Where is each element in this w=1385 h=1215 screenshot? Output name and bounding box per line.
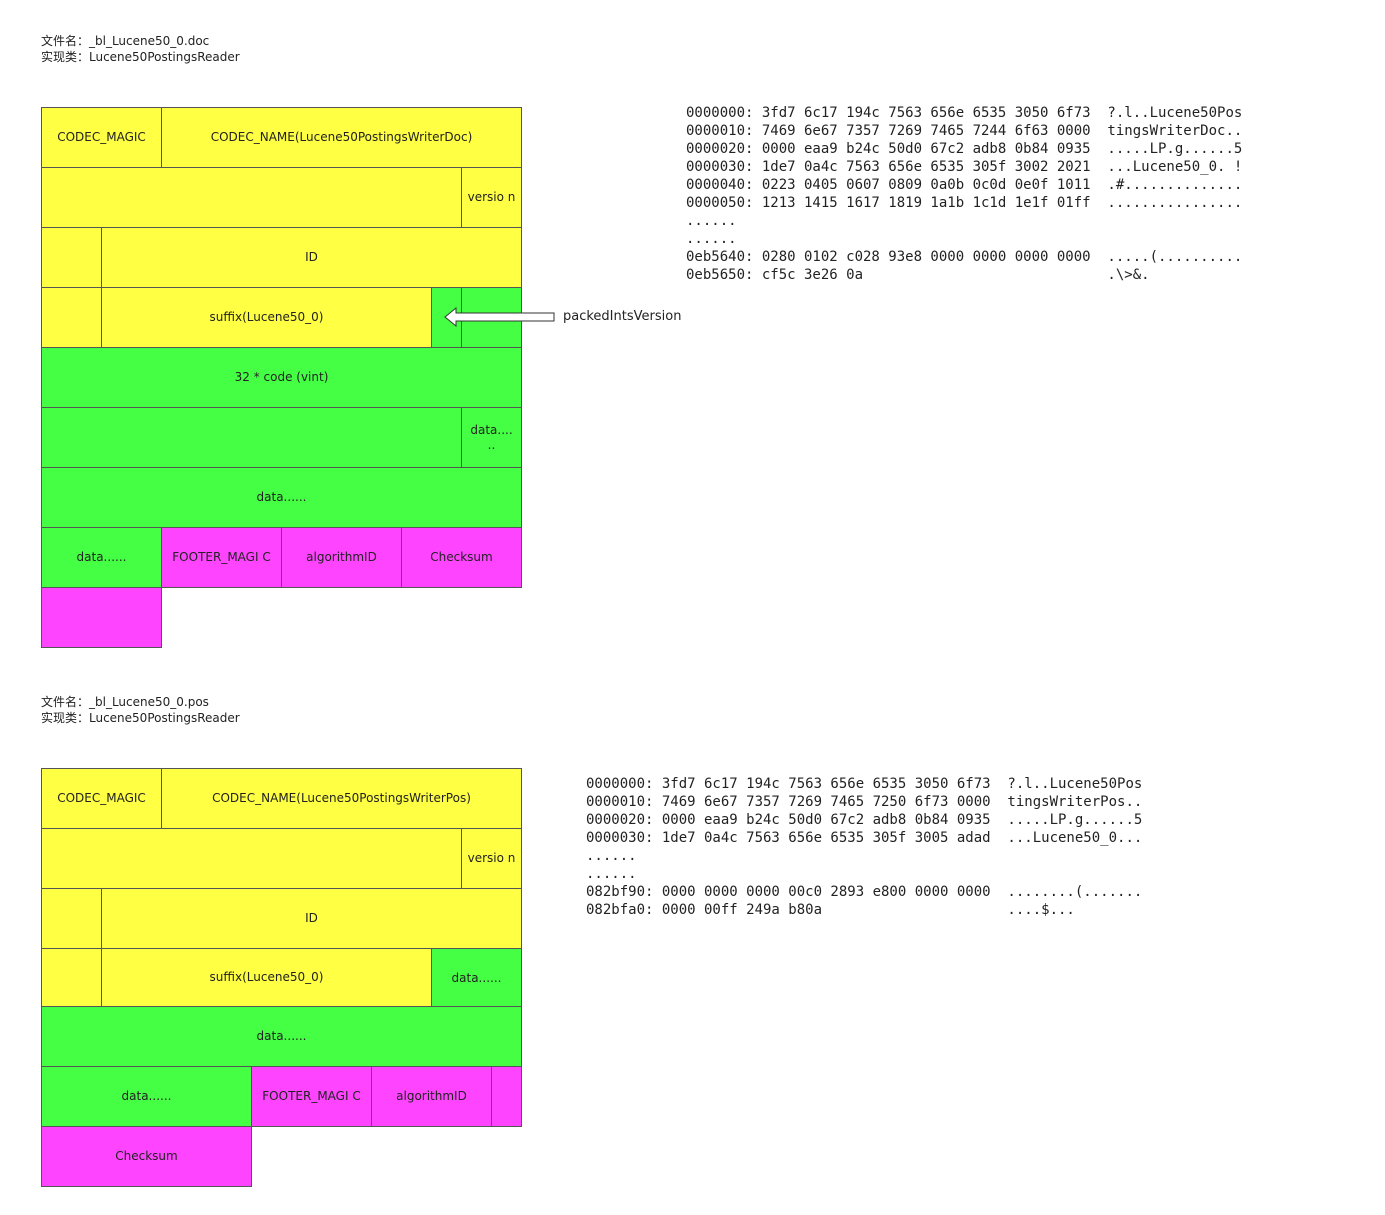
hex-line: 0000030: 1de7 0a4c 7563 656e 6535 305f 3… (686, 159, 1243, 175)
pos-version-cell: versio n (461, 828, 522, 889)
pos-checksum-cell: Checksum (41, 1126, 252, 1187)
doc-packed-ints-version-label: packedIntsVersion (563, 309, 682, 324)
doc-codec-name-cell: CODEC_NAME(Lucene50PostingsWriterDoc) (161, 107, 522, 168)
hex-line: ...... (686, 231, 737, 247)
pos-id-cell: ID (101, 888, 522, 949)
pos-id-left-cell (41, 888, 102, 949)
doc-checksum-cell: Checksum (401, 527, 522, 588)
pos-file-name: 文件名：_bl_Lucene50_0.pos (41, 695, 209, 709)
doc-footer-magic-cell: FOOTER_MAGI C (161, 527, 282, 588)
doc-id-left-cell (41, 227, 102, 288)
pos-impl-class: 实现类：Lucene50PostingsReader (41, 711, 240, 725)
doc-suffix-cell: suffix(Lucene50_0) (101, 287, 432, 348)
pos-header-blank-cell (41, 828, 462, 889)
doc-data-blank-cell (41, 407, 462, 468)
pos-suffix-cell: suffix(Lucene50_0) (101, 948, 432, 1007)
pos-codec-magic-cell: CODEC_MAGIC (41, 768, 162, 829)
pos-data-side-cell: data...... (431, 948, 522, 1009)
doc-id-cell: ID (101, 227, 522, 288)
pos-hex-dump: 0000000: 3fd7 6c17 194c 7563 656e 6535 3… (586, 775, 1142, 919)
hex-line: ...... (586, 848, 637, 864)
doc-suffix-left-cell (41, 287, 102, 348)
doc-version-cell: versio n (461, 167, 522, 228)
pos-data-row-cell: data...... (41, 1006, 522, 1067)
hex-line: 0000010: 7469 6e67 7357 7269 7465 7244 6… (686, 123, 1243, 139)
doc-checksum-tail-cell (41, 587, 162, 648)
doc-annotation-arrow (444, 306, 555, 328)
doc-data-row-cell: data...... (41, 467, 522, 528)
doc-file-name: 文件名：_bl_Lucene50_0.doc (41, 34, 210, 48)
doc-algorithm-id-cell: algorithmID (281, 527, 402, 588)
hex-line: 0000000: 3fd7 6c17 194c 7563 656e 6535 3… (686, 105, 1243, 121)
hex-line: 0000010: 7469 6e67 7357 7269 7465 7250 6… (586, 794, 1143, 810)
pos-checksum-start-cell (491, 1066, 522, 1127)
doc-header-blank-cell (41, 167, 462, 228)
doc-code-cell: 32 * code (vint) (41, 347, 522, 408)
hex-line: 0eb5640: 0280 0102 c028 93e8 0000 0000 0… (686, 249, 1243, 265)
pos-codec-name-cell: CODEC_NAME(Lucene50PostingsWriterPos) (161, 768, 522, 829)
pos-suffix-left-cell (41, 948, 102, 1007)
hex-line: 0000050: 1213 1415 1617 1819 1a1b 1c1d 1… (686, 195, 1243, 211)
doc-codec-magic-cell: CODEC_MAGIC (41, 107, 162, 168)
hex-line: 0000020: 0000 eaa9 b24c 50d0 67c2 adb8 0… (586, 812, 1143, 828)
hex-line: 0000030: 1de7 0a4c 7563 656e 6535 305f 3… (586, 830, 1143, 846)
hex-line: 0000020: 0000 eaa9 b24c 50d0 67c2 adb8 0… (686, 141, 1243, 157)
hex-line: 0000040: 0223 0405 0607 0809 0a0b 0c0d 0… (686, 177, 1243, 193)
doc-impl-class: 实现类：Lucene50PostingsReader (41, 50, 240, 64)
hex-line: ...... (686, 213, 737, 229)
hex-line: 0000000: 3fd7 6c17 194c 7563 656e 6535 3… (586, 776, 1143, 792)
pos-data-footer-cell: data...... (41, 1066, 252, 1127)
hex-line: ...... (586, 866, 637, 882)
hex-line: 082bf90: 0000 0000 0000 00c0 2893 e800 0… (586, 884, 1143, 900)
pos-footer-magic-cell: FOOTER_MAGI C (251, 1066, 372, 1127)
doc-data-short-cell: data.... .. (461, 407, 522, 468)
hex-line: 082bfa0: 0000 00ff 249a b80a ....$... (586, 902, 1075, 918)
doc-hex-dump: 0000000: 3fd7 6c17 194c 7563 656e 6535 3… (686, 104, 1242, 284)
hex-line: 0eb5650: cf5c 3e26 0a .\>&. (686, 267, 1150, 283)
pos-algorithm-id-cell: algorithmID (371, 1066, 492, 1127)
doc-data-footer-cell: data...... (41, 527, 162, 588)
